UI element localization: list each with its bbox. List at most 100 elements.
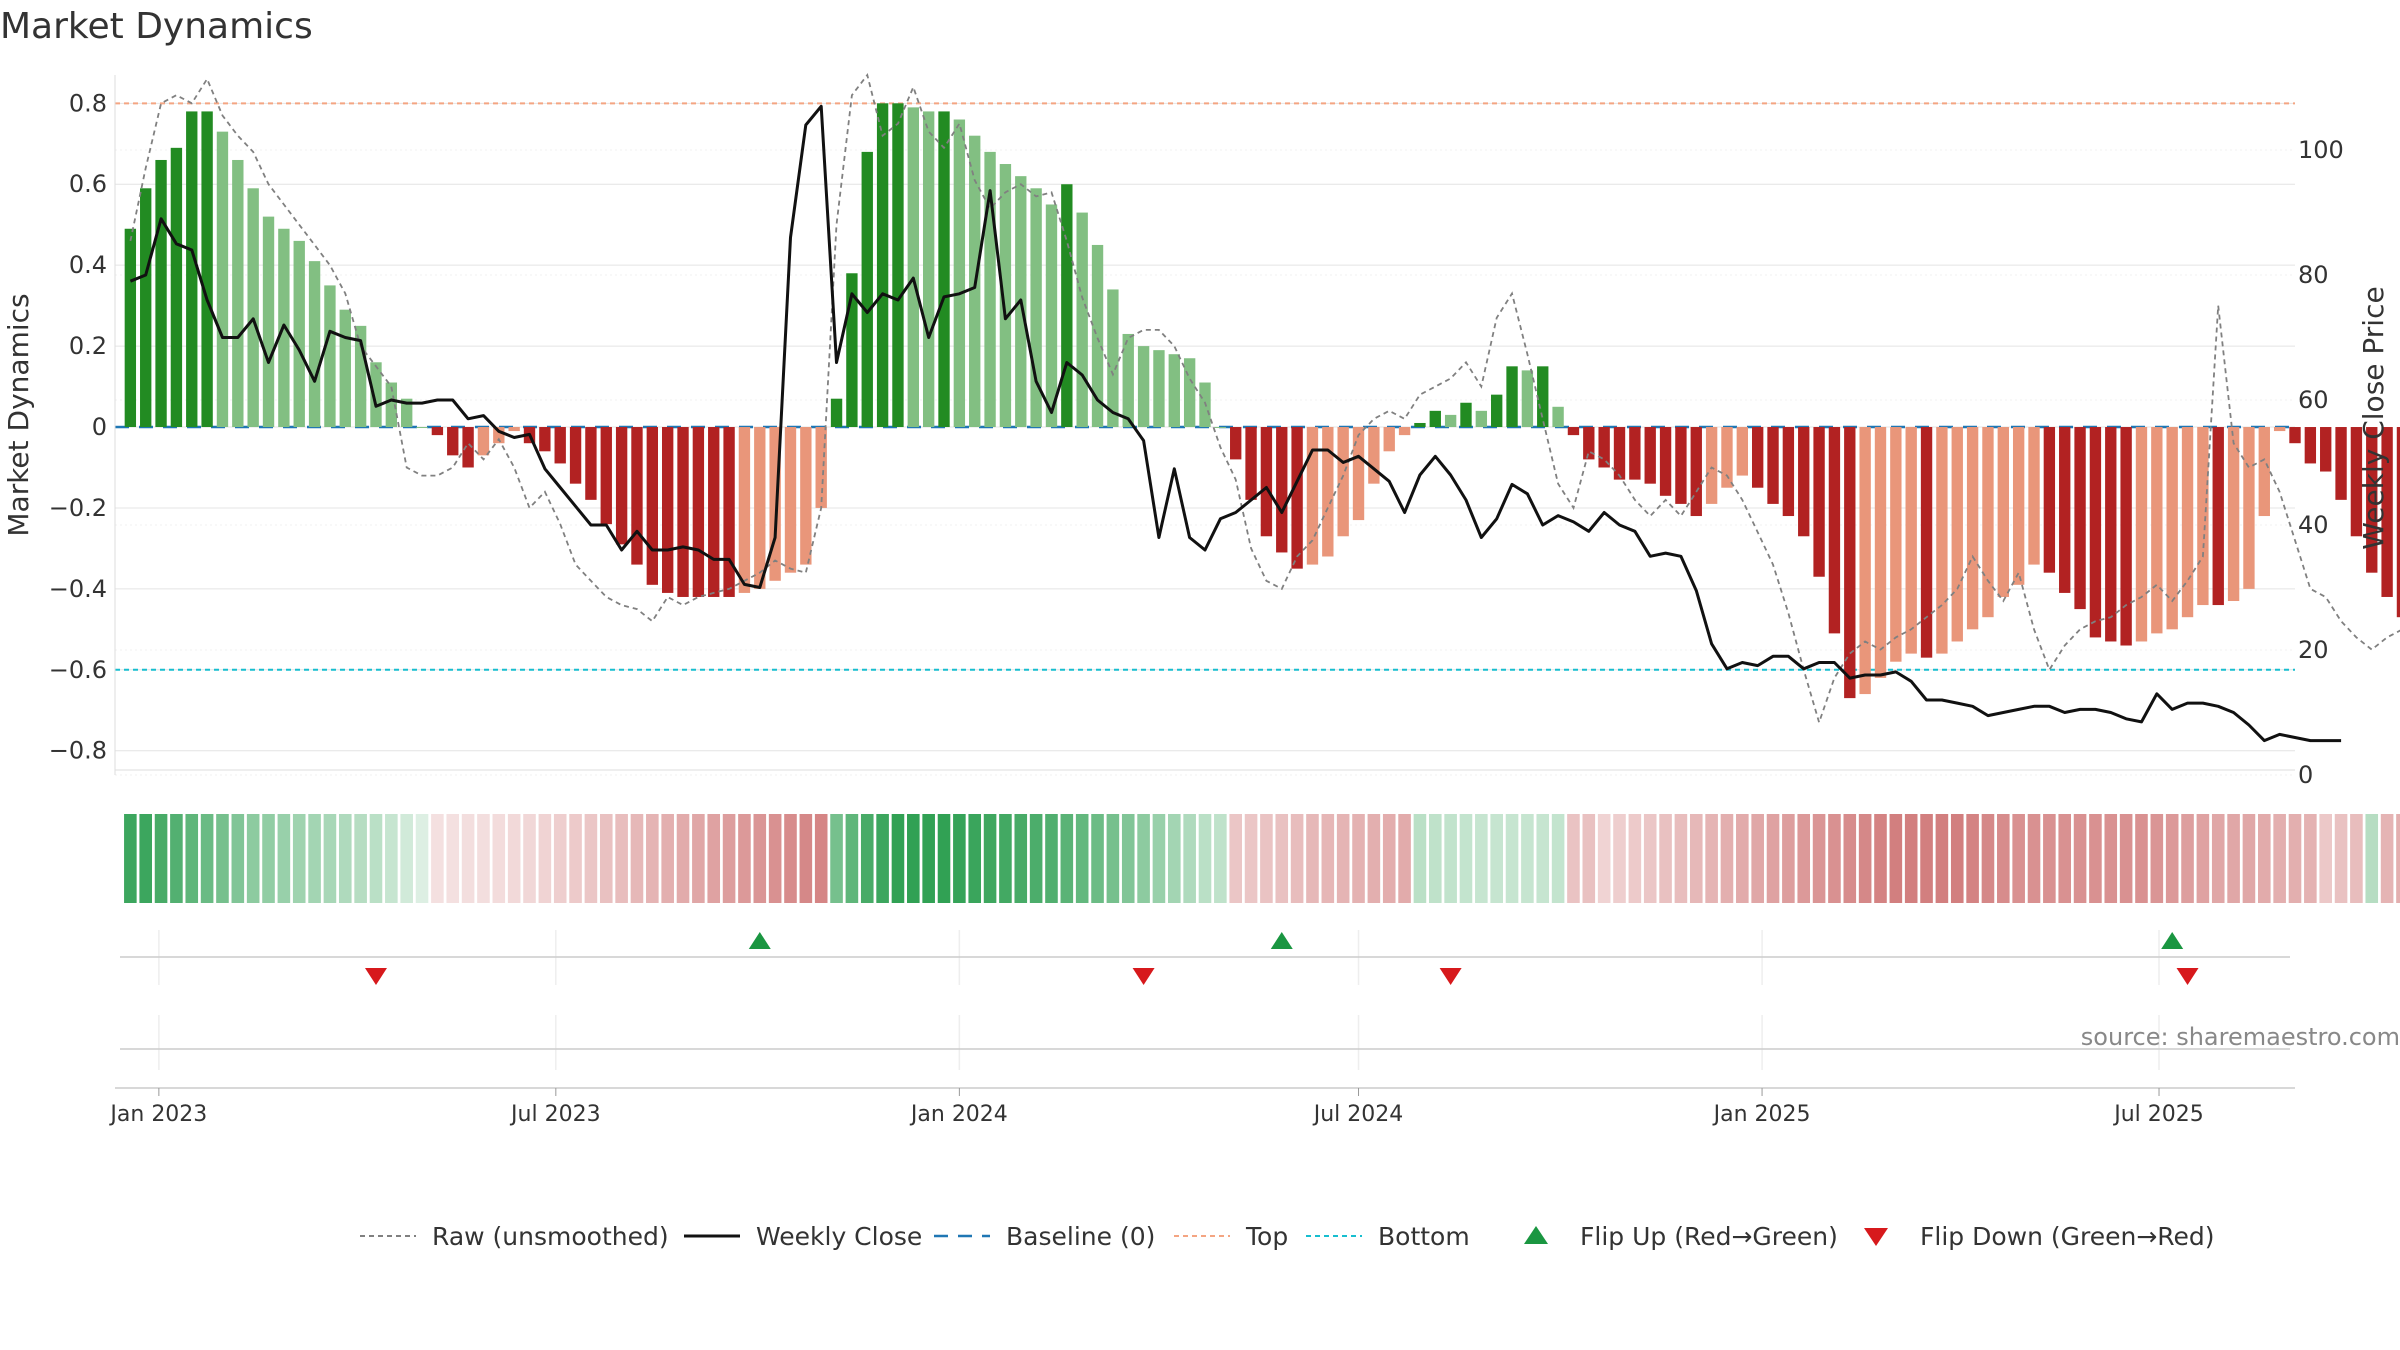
ribbon-cell (1766, 814, 1780, 903)
x-tick-label: Jan 2023 (108, 1102, 207, 1127)
md-bar (216, 131, 229, 428)
md-bar (477, 427, 490, 456)
ribbon-cell (154, 814, 168, 903)
ribbon-cell (185, 814, 199, 903)
ribbon-cell (2104, 814, 2118, 903)
ribbon-cell (1551, 814, 1565, 903)
ribbon-cell (1674, 814, 1688, 903)
md-bar (1045, 204, 1058, 428)
md-bar (324, 285, 336, 428)
page-title: Market Dynamics (0, 6, 313, 47)
ribbon-cell (1382, 814, 1396, 903)
ribbon-cell (1367, 814, 1381, 903)
ribbon-cell (768, 814, 782, 903)
ribbon-cell (2211, 814, 2225, 903)
md-bar (1414, 422, 1426, 428)
legend-item-flip-down: Flip Down (Green→Red) (1864, 1222, 2215, 1251)
md-bar (2243, 427, 2255, 589)
ribbon-cell (661, 814, 674, 903)
ribbon-cell (1659, 814, 1672, 903)
ribbon-cell (2150, 814, 2164, 903)
md-bar (1337, 427, 1349, 537)
ribbon-cell (2380, 814, 2394, 903)
y-tick-label: −0.2 (49, 494, 107, 522)
md-bar (1168, 354, 1180, 428)
md-bar (462, 427, 474, 468)
ribbon-cell (246, 814, 260, 903)
ribbon-cell (1428, 814, 1442, 903)
md-bar (1920, 427, 1933, 658)
ribbon-cell (2196, 814, 2210, 903)
md-bar (1890, 427, 1902, 662)
ribbon-cell (953, 814, 966, 903)
flip-down-marker (2176, 968, 2199, 985)
ribbon-cell (1060, 814, 1074, 903)
ribbon-cell (983, 814, 997, 903)
legend-label: Flip Up (Red→Green) (1580, 1222, 1838, 1251)
ribbon-cell (1306, 814, 1319, 903)
md-bar (1767, 427, 1779, 504)
ribbon-cell (845, 814, 859, 903)
ribbon-cell (2242, 814, 2256, 903)
ribbon-cell (584, 814, 598, 903)
md-bar (1721, 427, 1733, 488)
md-bar (339, 309, 351, 428)
ribbon-cell (784, 814, 797, 903)
ribbon-cell (1920, 814, 1933, 903)
ribbon-cell (630, 814, 644, 903)
md-bar (800, 427, 812, 565)
legend-label: Top (1245, 1222, 1288, 1251)
x-tick-label: Jan 2024 (909, 1102, 1008, 1127)
ribbon-cell (646, 814, 659, 903)
ribbon-cell (676, 814, 690, 903)
flip-up-marker (2161, 932, 2184, 949)
md-bar (784, 427, 797, 573)
ribbon-cell (2319, 814, 2332, 903)
legend-swatch (1524, 1226, 1548, 1244)
ribbon-cell (2334, 814, 2348, 903)
x-tick-label: Jan 2025 (1712, 1102, 1811, 1127)
ribbon-cell (446, 814, 460, 903)
ribbon-cell (922, 814, 935, 903)
md-bar (2396, 427, 2400, 618)
md-bar (2197, 427, 2209, 606)
md-bar (1122, 333, 1134, 428)
ribbon-cell (1029, 814, 1043, 903)
md-bar (1030, 188, 1042, 428)
ribbon-cell (369, 814, 383, 903)
md-bar (708, 427, 720, 597)
legend-item-bottom: Bottom (1306, 1222, 1470, 1251)
md-bar (1598, 427, 1610, 468)
md-bar (508, 427, 520, 432)
md-bar (892, 103, 904, 428)
md-bar (1966, 427, 1979, 630)
ribbon-cell (1490, 814, 1503, 903)
md-bar (170, 147, 183, 428)
y2-axis-label: Weekly Close Price (2357, 286, 2390, 549)
md-bar (631, 427, 643, 565)
ribbon-cell (1782, 814, 1795, 903)
ribbon-cell (753, 814, 767, 903)
ribbon-cell (1168, 814, 1181, 903)
md-bar (124, 228, 137, 428)
regime-ribbon (124, 814, 2400, 903)
ribbon-cell (738, 814, 751, 903)
ribbon-cell (891, 814, 905, 903)
legend: Raw (unsmoothed) Weekly Close Baseline (0)… (360, 1222, 2215, 1251)
md-bar (385, 382, 398, 428)
legend-label: Baseline (0) (1006, 1222, 1155, 1251)
ribbon-cell (1091, 814, 1104, 903)
md-bar (2335, 427, 2347, 500)
md-bar (1859, 427, 1871, 695)
md-bar (1567, 427, 1580, 436)
md-bar (1107, 289, 1119, 428)
y-axis-label: Market Dynamics (2, 293, 35, 536)
axes: 0.8 0.6 0.4 0.2 0 −0.2 −0.4 −0.6 −0.8 0 20 40 60 80 10… (2, 75, 2390, 789)
md-bar (2350, 427, 2363, 537)
y2-tick-label: 80 (2298, 261, 2329, 289)
md-bar (1828, 427, 1841, 634)
ribbon-cell (1137, 814, 1150, 903)
ribbon-cell (415, 814, 429, 903)
y2-tick-label: 20 (2298, 636, 2329, 664)
ribbon-cell (1121, 814, 1135, 903)
